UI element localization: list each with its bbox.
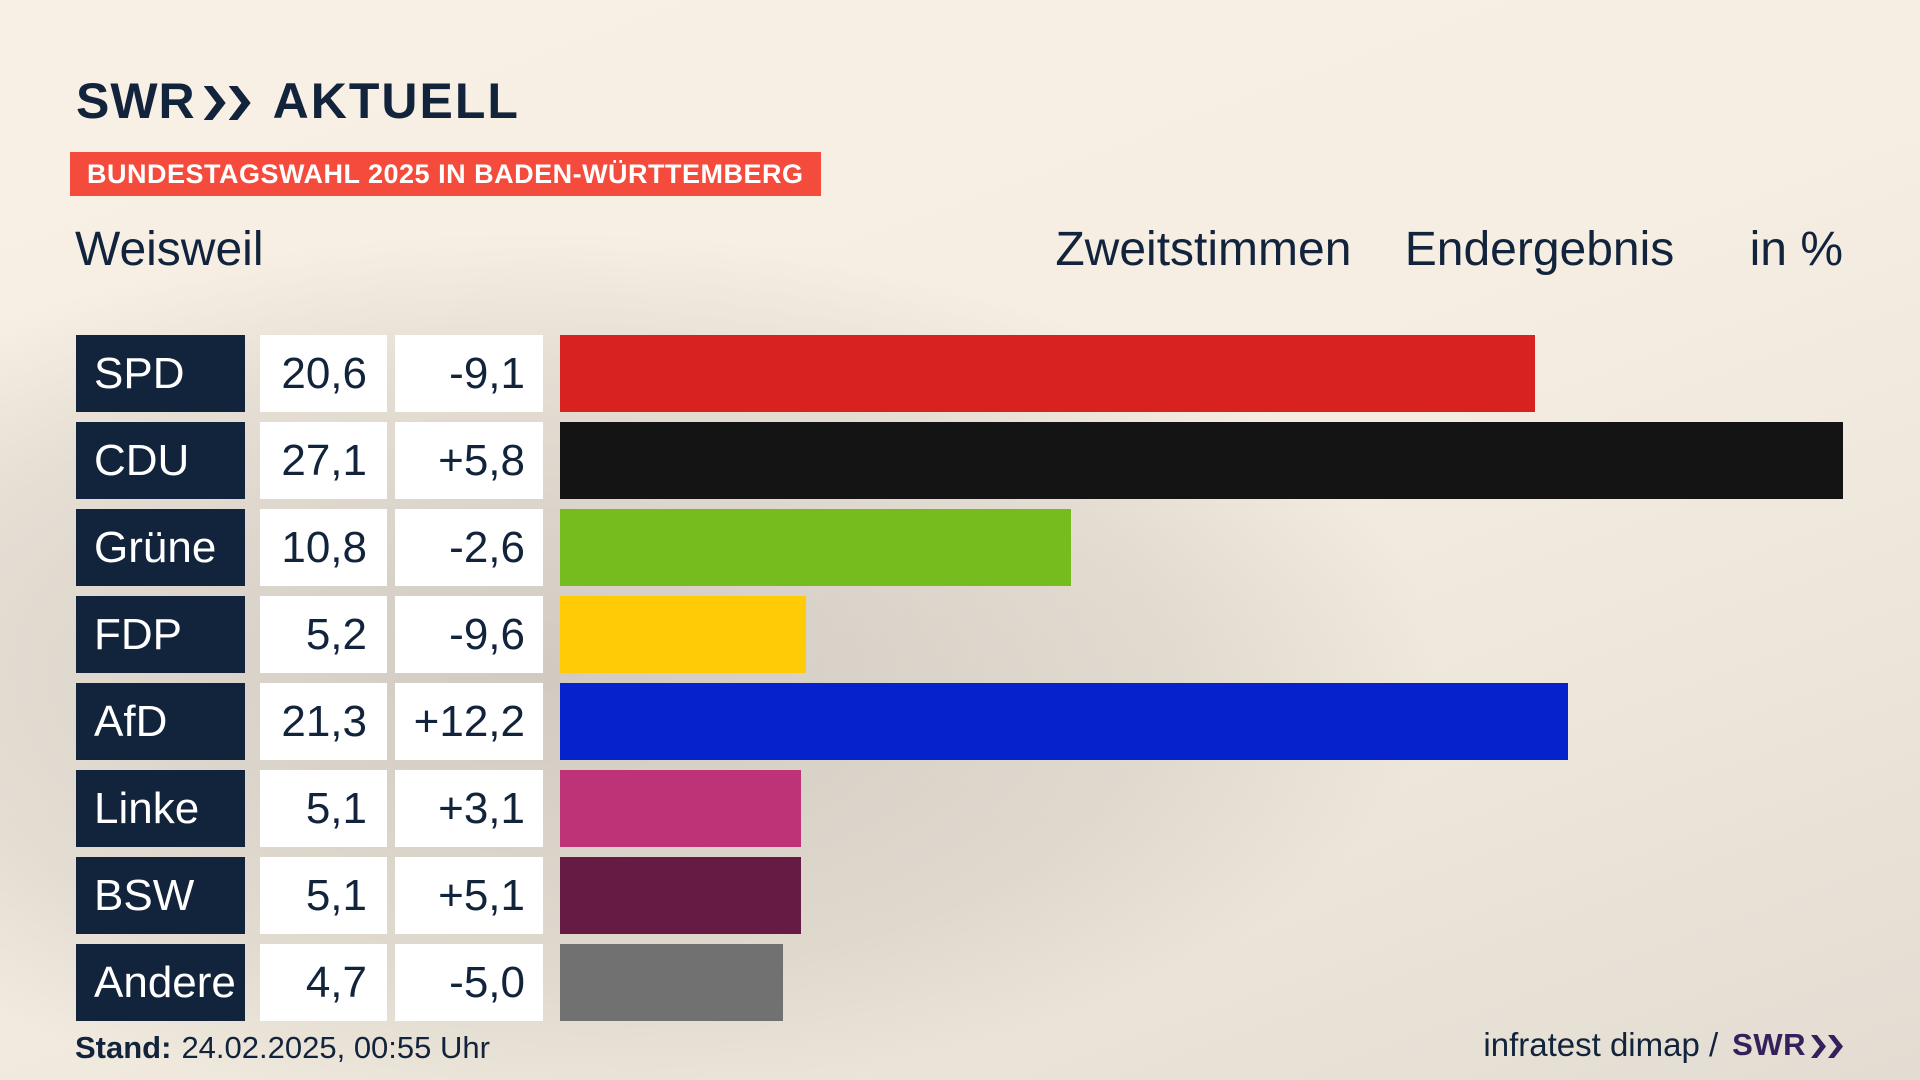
party-label: BSW <box>76 857 245 934</box>
swr-double-chevron-icon <box>203 86 251 120</box>
chevron-right-icon <box>228 86 251 120</box>
party-value: 27,1 <box>260 422 387 499</box>
party-diff: -2,6 <box>395 509 543 586</box>
party-label: Andere <box>76 944 245 1021</box>
result-bar <box>560 596 807 673</box>
bar-track <box>560 596 1843 673</box>
subtitle-unit: in % <box>1749 223 1843 276</box>
party-result-row: CDU 27,1 +5,8 <box>76 422 1843 499</box>
party-value: 5,1 <box>260 770 387 847</box>
municipality-title: Weisweil <box>75 223 264 276</box>
chevron-right-icon <box>1811 1035 1826 1058</box>
bar-track <box>560 335 1843 412</box>
subtitle-endergebnis: Endergebnis <box>1404 223 1675 276</box>
bar-track <box>560 944 1843 1021</box>
results-bar-chart: SPD 20,6 -9,1 CDU 27,1 +5,8 Grüne 10,8 -… <box>76 335 1843 1031</box>
party-result-row: Grüne 10,8 -2,6 <box>76 509 1843 586</box>
subtitle-zweitstimmen: Zweitstimmen <box>1055 223 1352 276</box>
chart-subtitle: Zweitstimmen Endergebnis in % <box>1055 222 1843 277</box>
stand-value: 24.02.2025, 00:55 Uhr <box>181 1030 490 1065</box>
bar-track <box>560 857 1843 934</box>
swr-footer-double-chevron-icon <box>1811 1035 1843 1058</box>
party-result-row: Linke 5,1 +3,1 <box>76 770 1843 847</box>
party-label: SPD <box>76 335 245 412</box>
result-bar <box>560 770 802 847</box>
source-text: infratest dimap / <box>1483 1026 1719 1063</box>
aktuell-logo-text: AKTUELL <box>272 73 520 129</box>
result-bar <box>560 944 783 1021</box>
source-attribution: infratest dimap / SWR <box>1483 1026 1843 1064</box>
swr-aktuell-logo: SWR AKTUELL <box>76 72 520 130</box>
status-timestamp: Stand: 24.02.2025, 00:55 Uhr <box>75 1030 490 1066</box>
party-diff: +3,1 <box>395 770 543 847</box>
party-label: Linke <box>76 770 245 847</box>
party-value: 4,7 <box>260 944 387 1021</box>
party-diff: +12,2 <box>395 683 543 760</box>
party-result-row: BSW 5,1 +5,1 <box>76 857 1843 934</box>
party-label: Grüne <box>76 509 245 586</box>
bar-track <box>560 770 1843 847</box>
bar-track <box>560 683 1843 760</box>
swr-footer-logo-text: SWR <box>1732 1027 1806 1062</box>
party-diff: -5,0 <box>395 944 543 1021</box>
swr-logo-text: SWR <box>76 73 196 129</box>
party-value: 21,3 <box>260 683 387 760</box>
party-diff: +5,8 <box>395 422 543 499</box>
result-bar <box>560 509 1072 586</box>
party-diff: +5,1 <box>395 857 543 934</box>
party-label: CDU <box>76 422 245 499</box>
party-label: AfD <box>76 683 245 760</box>
chevron-right-icon <box>203 86 226 120</box>
result-bar <box>560 683 1569 760</box>
stand-label: Stand: <box>75 1030 172 1065</box>
result-bar <box>560 335 1536 412</box>
party-diff: -9,1 <box>395 335 543 412</box>
result-bar <box>560 857 802 934</box>
bar-track <box>560 422 1843 499</box>
party-value: 5,1 <box>260 857 387 934</box>
party-value: 5,2 <box>260 596 387 673</box>
election-badge: BUNDESTAGSWAHL 2025 IN BADEN-WÜRTTEMBERG <box>70 152 821 196</box>
result-bar <box>560 422 1843 499</box>
party-label: FDP <box>76 596 245 673</box>
party-result-row: AfD 21,3 +12,2 <box>76 683 1843 760</box>
chevron-right-icon <box>1828 1035 1843 1058</box>
bar-track <box>560 509 1843 586</box>
party-diff: -9,6 <box>395 596 543 673</box>
party-result-row: SPD 20,6 -9,1 <box>76 335 1843 412</box>
chart-rows: SPD 20,6 -9,1 CDU 27,1 +5,8 Grüne 10,8 -… <box>76 335 1843 1021</box>
party-value: 10,8 <box>260 509 387 586</box>
party-value: 20,6 <box>260 335 387 412</box>
party-result-row: Andere 4,7 -5,0 <box>76 944 1843 1021</box>
party-result-row: FDP 5,2 -9,6 <box>76 596 1843 673</box>
